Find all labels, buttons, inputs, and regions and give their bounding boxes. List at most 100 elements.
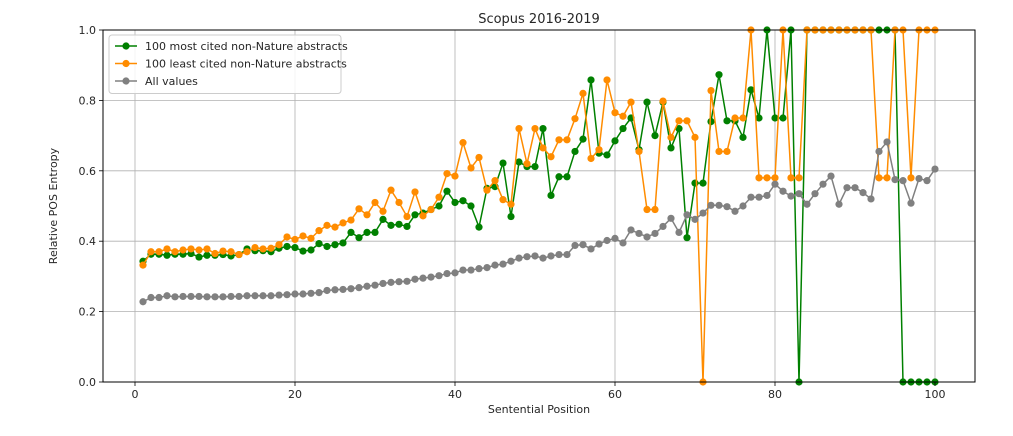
legend-label: 100 most cited non-Nature abstracts — [145, 40, 348, 53]
data-point — [779, 114, 787, 122]
legend-entry: All values — [115, 75, 198, 88]
data-point — [771, 174, 779, 182]
data-point — [451, 198, 459, 207]
data-point — [211, 249, 219, 258]
data-point — [251, 292, 259, 300]
data-point — [331, 223, 339, 231]
data-point — [555, 173, 563, 181]
data-point — [635, 229, 643, 238]
data-point — [611, 137, 619, 145]
data-point — [795, 174, 803, 182]
data-point — [755, 193, 763, 201]
data-point — [523, 253, 531, 261]
data-point — [491, 177, 499, 185]
data-point — [467, 164, 475, 172]
data-point — [419, 274, 427, 282]
data-point — [275, 241, 283, 249]
legend-marker — [122, 77, 130, 85]
y-tick-label: 0.2 — [79, 306, 97, 319]
data-point — [787, 174, 795, 182]
x-tick-label: 60 — [608, 388, 622, 401]
x-axis-label: Sentential Position — [488, 403, 590, 416]
data-point — [579, 241, 587, 249]
data-point — [155, 248, 163, 256]
data-point — [675, 228, 683, 236]
data-point — [603, 151, 611, 159]
data-point — [475, 153, 483, 162]
data-point — [875, 147, 883, 156]
data-point — [491, 261, 499, 269]
data-point — [667, 133, 675, 141]
data-point — [619, 124, 627, 133]
data-point — [427, 273, 435, 281]
data-point — [459, 197, 467, 205]
y-tick-label: 0.8 — [79, 94, 97, 107]
data-point — [475, 265, 483, 273]
data-point — [267, 292, 275, 300]
series-line — [142, 29, 935, 383]
data-point — [587, 245, 595, 253]
legend-label: All values — [145, 75, 198, 88]
data-point — [531, 124, 539, 133]
data-point — [851, 184, 859, 192]
data-point — [371, 198, 379, 207]
legend-entry: 100 least cited non-Nature abstracts — [115, 58, 347, 71]
data-point — [771, 180, 779, 188]
data-point — [259, 245, 267, 253]
data-point — [899, 177, 907, 185]
data-point — [627, 226, 635, 234]
data-point — [275, 291, 283, 299]
data-point — [419, 212, 427, 220]
data-point — [499, 196, 507, 204]
data-point — [355, 284, 363, 292]
data-point — [307, 289, 315, 297]
data-point — [179, 246, 187, 254]
data-point — [451, 172, 459, 180]
data-point — [619, 112, 627, 120]
data-point — [179, 292, 187, 301]
data-point — [235, 250, 243, 259]
data-point — [515, 124, 523, 133]
data-point — [411, 275, 419, 283]
data-point — [427, 205, 435, 214]
x-tick-label: 0 — [132, 388, 139, 401]
data-point — [339, 219, 347, 227]
data-point — [723, 203, 731, 211]
data-point — [355, 234, 363, 242]
data-point — [315, 227, 323, 235]
data-point — [387, 186, 395, 194]
data-point — [459, 266, 467, 274]
legend-box — [108, 34, 342, 94]
data-point — [675, 124, 683, 133]
data-point — [795, 190, 803, 198]
data-point — [203, 293, 211, 301]
data-point — [163, 245, 171, 253]
data-point — [531, 162, 539, 171]
data-point — [171, 293, 179, 301]
data-point — [515, 158, 523, 166]
data-point — [339, 239, 347, 247]
data-point — [595, 146, 603, 154]
legend-entry: 100 most cited non-Nature abstracts — [115, 40, 348, 53]
data-point — [667, 214, 675, 222]
data-point — [467, 266, 475, 274]
data-point — [755, 114, 763, 122]
data-point — [699, 179, 707, 187]
data-point — [435, 193, 443, 201]
data-point — [171, 248, 179, 256]
data-point — [347, 216, 355, 224]
data-point — [403, 212, 411, 221]
x-tick-label: 100 — [925, 388, 946, 401]
data-point — [163, 251, 171, 259]
data-point — [827, 172, 835, 180]
data-point — [499, 260, 507, 268]
data-point — [843, 184, 851, 192]
data-point — [707, 117, 715, 126]
data-point — [883, 174, 891, 182]
data-point — [603, 76, 611, 84]
data-point — [739, 114, 747, 122]
data-point — [459, 139, 467, 147]
data-point — [187, 292, 195, 301]
data-point — [195, 246, 203, 254]
